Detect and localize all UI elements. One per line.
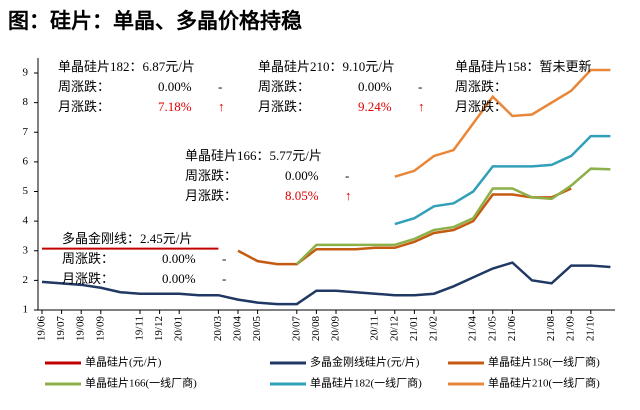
annotation-label: 周涨跌： <box>455 79 507 94</box>
x-tick-label: 21/01 <box>408 316 420 341</box>
x-tick-label: 20/12 <box>388 316 400 341</box>
y-tick-label: 2 <box>23 274 29 286</box>
annotation-title: 单晶硅片210：9.10元/片 <box>258 59 395 74</box>
annotation-value: 8.05% <box>285 188 319 203</box>
x-tick-label: 21/06 <box>506 316 518 342</box>
annotation-arrow: - <box>418 79 422 94</box>
x-tick-label: 20/05 <box>251 316 263 342</box>
annotation-label: 周涨跌： <box>62 251 114 266</box>
x-tick-label: 19/09 <box>94 316 106 342</box>
x-tick-label: 19/07 <box>55 316 67 342</box>
x-tick-label: 20/01 <box>173 316 185 341</box>
x-tick-label: 20/09 <box>330 316 342 342</box>
y-tick-label: 1 <box>23 304 29 316</box>
x-tick-label: 21/02 <box>428 316 440 341</box>
x-tick-label: 20/07 <box>290 316 302 342</box>
x-tick-label: 20/03 <box>212 316 224 342</box>
annotation-value: 9.24% <box>358 99 392 114</box>
y-tick-label: 9 <box>23 67 29 79</box>
x-tick-label: 20/08 <box>310 316 322 342</box>
x-tick-label: 21/05 <box>486 316 498 342</box>
annotation-label: 周涨跌： <box>58 79 110 94</box>
annotation-arrow: - <box>345 168 349 183</box>
x-tick-label: 20/04 <box>232 316 244 342</box>
legend-label: 单晶硅片182(一线厂商) <box>310 376 422 390</box>
annotation-arrow: - <box>218 79 222 94</box>
x-tick-label: 21/09 <box>565 316 577 342</box>
x-tick-label: 19/08 <box>75 316 87 342</box>
annotation-arrow: - <box>222 271 226 286</box>
annotation-value: 0.00% <box>158 79 192 94</box>
series-line <box>295 167 611 265</box>
x-tick-label: 21/04 <box>467 316 479 342</box>
annotation-label: 周涨跌： <box>185 168 237 183</box>
y-tick-label: 7 <box>23 126 29 138</box>
x-tick-label: 19/12 <box>153 316 165 341</box>
x-tick-label: 19/11 <box>134 316 146 341</box>
annotation-arrow: ↑ <box>218 99 225 114</box>
annotation-value: 0.00% <box>162 251 196 266</box>
x-tick-label: 21/10 <box>584 316 596 342</box>
annotation-title: 单晶硅片158：暂未更新 <box>455 59 592 74</box>
series-line <box>394 68 611 178</box>
y-tick-label: 6 <box>23 155 29 167</box>
y-tick-label: 8 <box>23 96 29 108</box>
annotation-label: 月涨跌： <box>258 99 310 114</box>
annotation-arrow: - <box>222 251 226 266</box>
annotation-arrow: ↑ <box>418 99 425 114</box>
annotation-title: 单晶硅片182：6.87元/片 <box>58 59 195 74</box>
legend-label: 单晶硅片166(一线厂商) <box>85 376 197 390</box>
x-tick-label: 20/11 <box>369 316 381 341</box>
annotation-label: 月涨跌： <box>455 99 507 114</box>
x-tick-label: 21/08 <box>545 316 557 342</box>
x-tick-label: 19/06 <box>36 316 48 342</box>
annotation-label: 周涨跌： <box>258 79 310 94</box>
legend-label: 多晶金刚线硅片(元/片) <box>310 355 420 369</box>
series-line <box>394 134 611 226</box>
legend-label: 单晶硅片210(一线厂商) <box>488 376 600 390</box>
annotation-value: 0.00% <box>358 79 392 94</box>
annotation-value: 7.18% <box>158 99 192 114</box>
annotation-title: 多晶金刚线：2.45元/片 <box>62 231 192 246</box>
series-line <box>41 261 611 306</box>
annotation-title: 单晶硅片166：5.77元/片 <box>185 148 322 163</box>
y-tick-label: 5 <box>23 185 29 197</box>
y-tick-label: 4 <box>23 215 29 227</box>
annotation-label: 月涨跌： <box>58 99 110 114</box>
annotation-value: 0.00% <box>162 271 196 286</box>
series-line <box>237 187 572 266</box>
annotation-value: 0.00% <box>285 168 319 183</box>
annotation-label: 月涨跌： <box>62 271 114 286</box>
y-tick-label: 3 <box>23 244 29 256</box>
legend-label: 单晶硅片158(一线厂商) <box>488 355 600 369</box>
annotation-label: 月涨跌： <box>185 188 237 203</box>
chart-title: 图：硅片：单晶、多晶价格持稳 <box>8 9 302 33</box>
annotation-arrow: ↑ <box>345 188 352 203</box>
legend-label: 单晶硅片(元/片) <box>85 356 162 369</box>
